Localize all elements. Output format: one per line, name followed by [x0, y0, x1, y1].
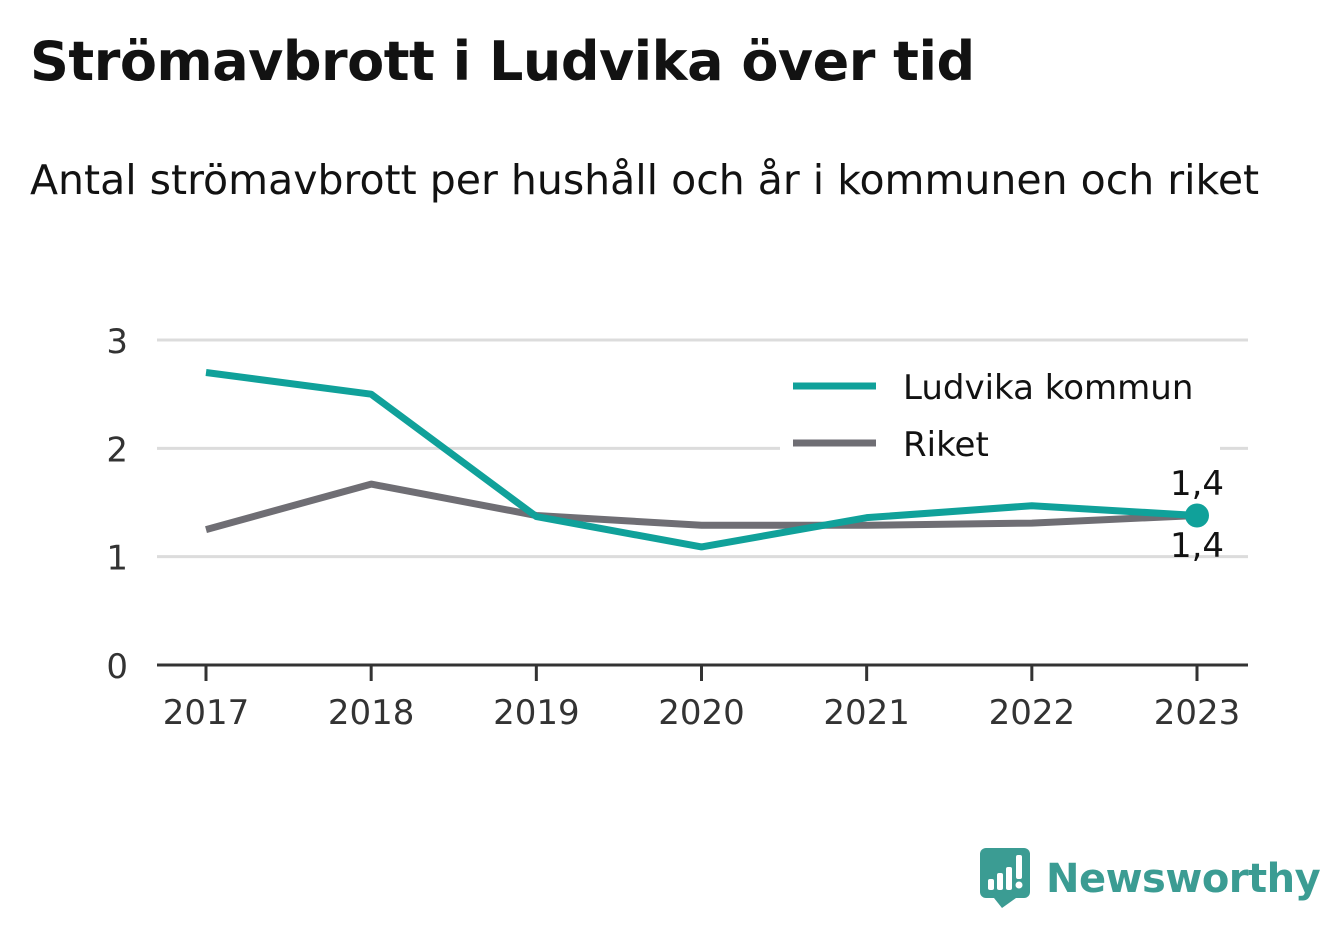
chart-subtitle: Antal strömavbrott per hushåll och år i …	[30, 156, 1260, 204]
newsworthy-brand: Newsworthy	[980, 848, 1321, 910]
data-label: 1,4	[1170, 526, 1224, 566]
series-line-ludvika-kommun	[205, 369, 1198, 551]
x-tick-label: 2021	[823, 693, 910, 733]
data-label: 1,4	[1170, 464, 1224, 504]
chart-title: Strömavbrott i Ludvika över tid	[30, 30, 975, 93]
x-tick-label: 2023	[1154, 693, 1241, 733]
brand-name: Newsworthy	[1046, 856, 1321, 902]
x-tick-label: 2020	[658, 693, 745, 733]
legend-label: Riket	[903, 425, 989, 465]
x-tick-label: 2017	[163, 693, 250, 733]
x-tick-label: 2022	[989, 693, 1076, 733]
y-tick-label: 1	[106, 539, 128, 579]
x-tick-label: 2018	[328, 693, 415, 733]
x-tick-label: 2019	[493, 693, 580, 733]
y-axis-tick-labels: 0 1 2 3	[106, 322, 128, 687]
newsworthy-logo-icon	[980, 848, 1030, 908]
x-axis-tick-labels: 2017 2018 2019 2020 2021 2022 2023	[163, 693, 1241, 733]
y-tick-label: 0	[106, 647, 128, 687]
legend-label: Ludvika kommun	[903, 368, 1193, 408]
series-line-riket	[205, 480, 1198, 533]
data-labels: 1,4 1,4	[1170, 464, 1224, 566]
y-tick-label: 2	[106, 430, 128, 470]
legend: Ludvika kommun Riket	[780, 358, 1220, 465]
series-lines	[205, 369, 1209, 551]
data-point-ludvika-kommun-2023	[1185, 503, 1209, 528]
y-tick-label: 3	[106, 322, 128, 362]
